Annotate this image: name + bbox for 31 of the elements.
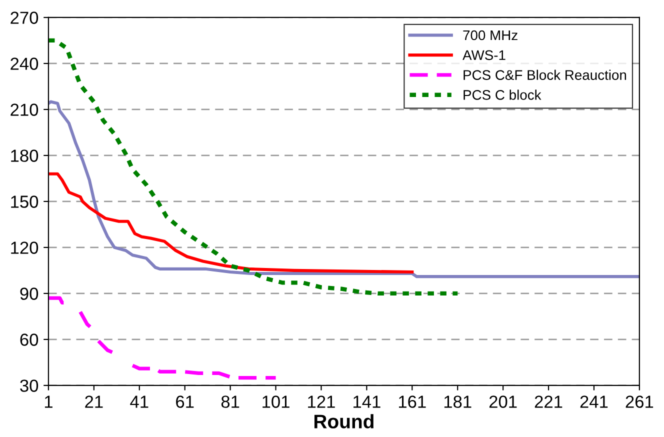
- x-tick-label: 41: [130, 396, 148, 408]
- x-tick-label: 61: [176, 396, 194, 408]
- x-tick-label: 81: [221, 396, 240, 408]
- y-tick-label: 30: [20, 380, 38, 392]
- x-tick-label: 161: [398, 396, 426, 408]
- x-tick-label: 181: [444, 396, 472, 408]
- x-tick-label: 221: [534, 396, 562, 408]
- line-series: [48, 100, 640, 278]
- y-tick-label: 240: [10, 58, 38, 70]
- line-series: [48, 38, 460, 296]
- legend-label: PCS C block: [464, 90, 542, 100]
- legend-label: PCS C&F Block Reauction: [464, 70, 626, 80]
- line-series: [48, 172, 414, 274]
- y-tick-label: 60: [20, 334, 38, 346]
- x-tick-label: 141: [354, 396, 380, 408]
- y-tick-label: 90: [20, 288, 38, 300]
- y-tick-label: 210: [10, 104, 38, 116]
- x-tick-label: 21: [85, 396, 103, 408]
- y-tick-label: 150: [11, 196, 38, 208]
- x-tick-label: 201: [489, 396, 517, 408]
- x-tick-label: 121: [308, 396, 335, 408]
- legend-label: 700 MHz: [463, 30, 518, 40]
- y-tick-label: 120: [11, 242, 38, 254]
- y-tick-label: 180: [11, 150, 38, 162]
- x-axis-title: Round: [314, 414, 374, 428]
- x-tick-label: 1: [44, 396, 52, 408]
- x-tick-label: 101: [262, 396, 290, 408]
- x-tick-label: 241: [580, 396, 608, 408]
- legend-label: AWS-1: [462, 50, 506, 60]
- y-tick-label: 270: [10, 12, 38, 24]
- x-tick-label: 261: [626, 396, 654, 408]
